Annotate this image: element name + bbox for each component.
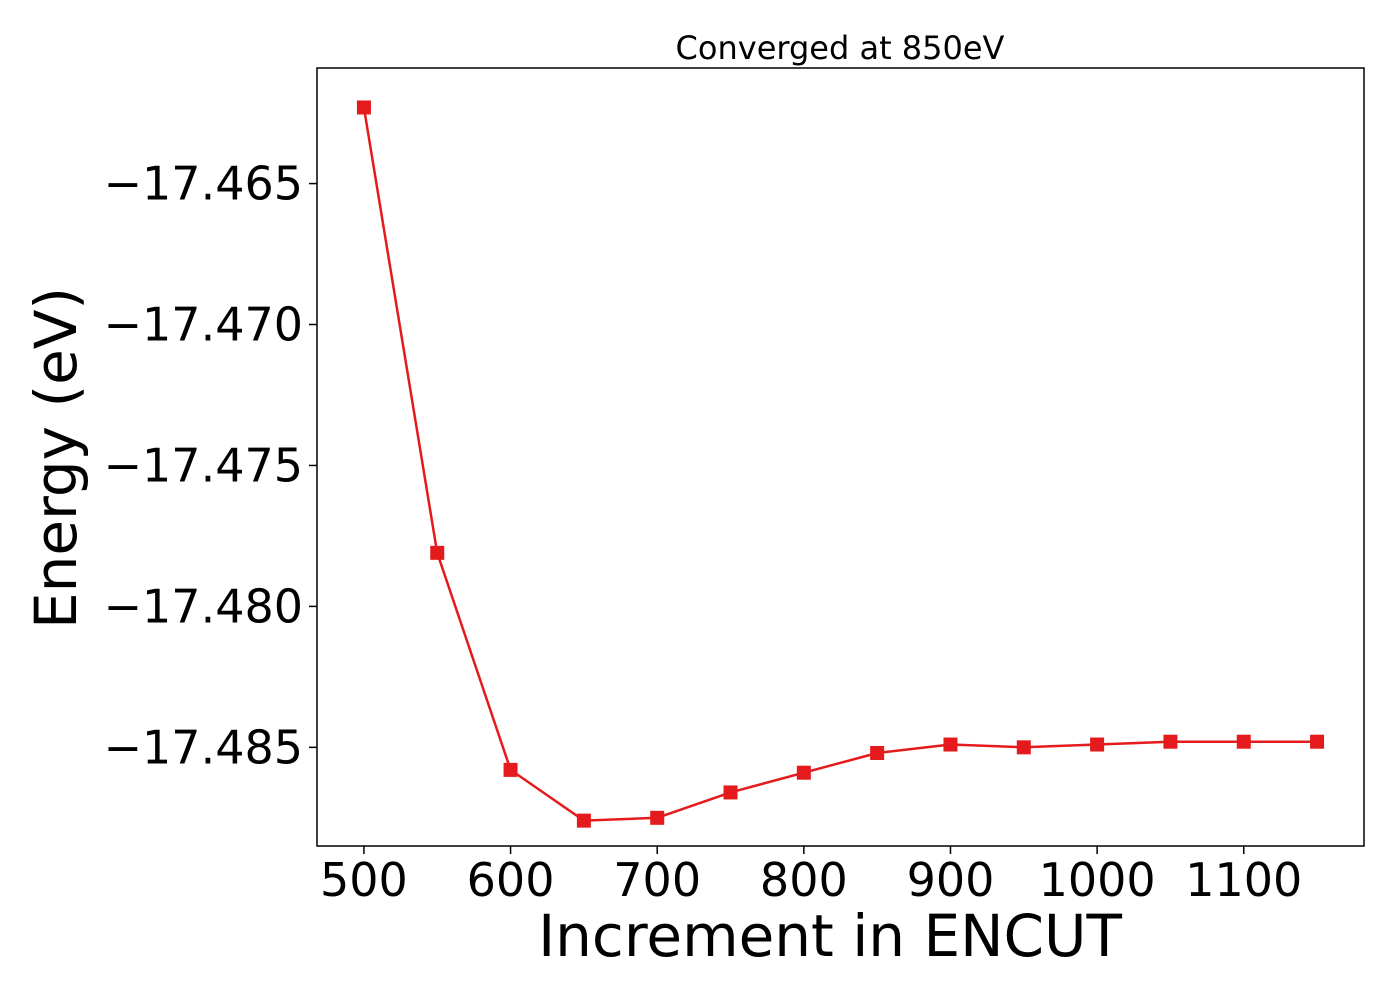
data-point xyxy=(723,785,738,800)
plot-area xyxy=(316,67,1365,847)
data-point xyxy=(1016,740,1031,755)
x-tick-label: 900 xyxy=(907,853,995,907)
data-point xyxy=(356,100,371,115)
y-tick-label: −17.480 xyxy=(104,579,304,633)
data-point xyxy=(1090,737,1105,752)
y-axis-label: Energy (eV) xyxy=(22,287,90,629)
data-point xyxy=(870,745,885,760)
x-axis-label: Increment in ENCUT xyxy=(538,902,1122,970)
data-point xyxy=(943,737,958,752)
x-tick-label: 800 xyxy=(760,853,848,907)
x-tick-label: 600 xyxy=(467,853,555,907)
y-tick-label: −17.485 xyxy=(104,720,304,774)
data-point xyxy=(1310,734,1325,749)
data-point xyxy=(796,765,811,780)
x-tick-label: 700 xyxy=(613,853,701,907)
data-point xyxy=(576,813,591,828)
y-axis: −17.465 −17.470 −17.475 −17.480 −17.485 xyxy=(104,157,317,774)
data-point xyxy=(1236,734,1251,749)
x-axis: 500 600 700 800 900 1000 1100 xyxy=(320,846,1302,907)
data-point xyxy=(430,545,445,560)
x-tick-label: 1100 xyxy=(1185,853,1302,907)
y-tick-label: −17.465 xyxy=(104,157,304,211)
chart-title: Converged at 850eV xyxy=(676,29,1005,67)
series-group xyxy=(356,100,1325,828)
x-tick-label: 500 xyxy=(320,853,408,907)
y-tick-label: −17.470 xyxy=(104,298,304,352)
y-tick-label: −17.475 xyxy=(104,438,304,492)
series-line xyxy=(362,107,1318,822)
data-point xyxy=(650,810,665,825)
data-point xyxy=(503,762,518,777)
data-point xyxy=(1163,734,1178,749)
x-tick-label: 1000 xyxy=(1039,853,1156,907)
